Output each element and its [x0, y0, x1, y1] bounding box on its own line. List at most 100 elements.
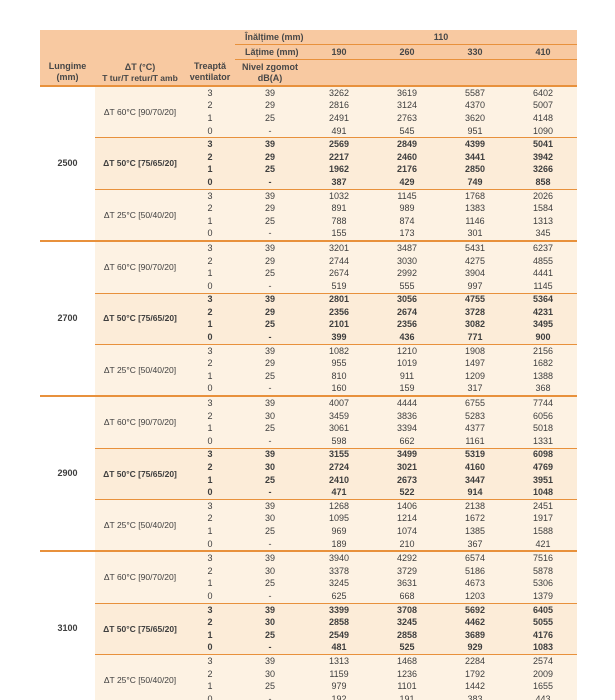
noise-level-cell: 39 [235, 498, 305, 513]
noise-level-cell: - [235, 590, 305, 604]
output-value-cell: 662 [373, 435, 441, 449]
delta-t-block-label: ΔT 50°C [75/65/20] [95, 292, 185, 345]
delta-t-block-label: ΔT 50°C [75/65/20] [95, 447, 185, 500]
fan-speed-cell: 3 [185, 550, 235, 565]
length-group-label: 2900 [40, 395, 95, 552]
output-value-cell: 545 [373, 124, 441, 138]
output-value-cell: 2460 [373, 150, 441, 164]
output-value-cell: 6405 [509, 602, 578, 617]
output-value-cell: 4231 [509, 306, 578, 319]
output-value-cell: 2410 [305, 473, 373, 487]
output-value-cell: 3942 [509, 150, 578, 164]
output-value-cell: 1082 [305, 343, 373, 358]
data-row: 1 25 810 911 1209 1388 [40, 370, 578, 383]
output-value-cell: 997 [441, 279, 509, 293]
output-value-cell: 3836 [373, 409, 441, 423]
output-value-cell: 5587 [441, 85, 509, 100]
output-value-cell: 481 [305, 641, 373, 655]
data-row: 1 25 979 1101 1442 1655 [40, 680, 578, 693]
fan-speed-cell: 3 [185, 188, 235, 203]
output-value-cell: 2491 [305, 112, 373, 125]
output-value-cell: 2674 [305, 267, 373, 280]
data-row: 2 30 3459 3836 5283 6056 [40, 409, 578, 423]
fan-speed-cell: 0 [185, 382, 235, 397]
output-value-cell: 5018 [509, 422, 578, 436]
output-value-cell: 2156 [509, 343, 578, 358]
data-row: 2 30 3378 3729 5186 5878 [40, 564, 578, 578]
output-value-cell: 1268 [305, 498, 373, 513]
output-value-cell: 5364 [509, 292, 578, 307]
output-value-cell: 625 [305, 590, 373, 604]
output-value-cell: 955 [305, 357, 373, 371]
fan-speed-cell: 2 [185, 409, 235, 423]
data-row: 0-192 191 383 443 [40, 692, 578, 700]
data-row: 2 29 2816 3124 4370 5007 [40, 99, 578, 113]
data-row: 1 25 2101 2356 3082 3495 [40, 318, 578, 332]
fan-speed-cell: 1 [185, 214, 235, 228]
noise-level-cell: 25 [235, 267, 305, 280]
data-row: 3100 ΔT 60°C [90/70/20] 3 39 3940 4292 6574 751… [40, 550, 578, 700]
delta-t-block-label: ΔT 25°C [50/40/20] [95, 188, 185, 242]
output-value-cell: 6574 [441, 550, 509, 565]
fan-speed-cell: 1 [185, 267, 235, 280]
output-value-cell: 387 [305, 176, 373, 190]
noise-level-cell: - [235, 641, 305, 655]
output-value-cell: 989 [373, 202, 441, 215]
output-value-cell: 3951 [509, 473, 578, 487]
output-value-cell: 1095 [305, 512, 373, 526]
output-value-cell: 6755 [441, 395, 509, 410]
fan-speed-cell: 2 [185, 512, 235, 526]
output-value-cell: 3499 [373, 447, 441, 462]
delta-t-block-label: ΔT 60°C [90/70/20] [95, 395, 185, 449]
output-value-cell: 1962 [305, 163, 373, 177]
noise-level-cell: 39 [235, 240, 305, 255]
header-spacer [40, 44, 235, 60]
length-group-label: 3100 [40, 550, 95, 700]
output-value-cell: 525 [373, 641, 441, 655]
noise-level-cell: 39 [235, 395, 305, 410]
output-value-cell: 749 [441, 176, 509, 190]
output-value-cell: 3904 [441, 267, 509, 280]
output-value-cell: 4673 [441, 577, 509, 591]
output-value-cell: 3631 [373, 577, 441, 591]
output-value-cell: 1792 [441, 667, 509, 681]
header-spacer [305, 59, 578, 86]
output-value-cell: 5186 [441, 564, 509, 578]
output-value-cell: 668 [373, 590, 441, 604]
fan-speed-cell: 0 [185, 590, 235, 604]
data-row: ΔT 50°C [75/65/20] 3 39 2801 3056 4755 5364 [40, 292, 578, 345]
fan-speed-cell: 0 [185, 486, 235, 500]
fan-speed-column-header-line1: Treaptă [193, 61, 226, 72]
output-value-cell: 4462 [441, 616, 509, 629]
noise-level-cell: 25 [235, 680, 305, 693]
noise-level-cell: 30 [235, 564, 305, 578]
output-value-cell: 1588 [509, 525, 578, 538]
fan-speed-cell: 0 [185, 641, 235, 655]
noise-level-cell: 39 [235, 602, 305, 617]
output-value-cell: 2574 [509, 654, 578, 668]
output-value-cell: 2101 [305, 318, 373, 332]
data-row: 2 29 2744 3030 4275 4855 [40, 254, 578, 268]
output-value-cell: 155 [305, 227, 373, 242]
fan-speed-cell: 3 [185, 343, 235, 358]
fan-speed-cell: 3 [185, 654, 235, 668]
data-row: 0-160 159 317 368 [40, 382, 578, 397]
noise-level-column-header-line1: Nivel zgomot [241, 61, 298, 72]
output-value-cell: 3061 [305, 422, 373, 436]
output-value-cell: 5283 [441, 409, 509, 423]
output-value-cell: 4148 [509, 112, 578, 125]
data-row: ΔT 25°C [50/40/20] 3 39 1268 1406 2138 2451 [40, 498, 578, 552]
noise-level-cell: 39 [235, 447, 305, 462]
output-value-cell: 969 [305, 525, 373, 538]
output-value-cell: 1313 [305, 654, 373, 668]
noise-level-cell: 25 [235, 214, 305, 228]
output-value-cell: 3620 [441, 112, 509, 125]
fan-speed-cell: 1 [185, 628, 235, 642]
output-value-cell: 4769 [509, 461, 578, 474]
output-value-cell: 1101 [373, 680, 441, 693]
data-row: 0-471 522 914 1048 [40, 486, 578, 500]
output-value-cell: 4377 [441, 422, 509, 436]
noise-level-cell: 39 [235, 137, 305, 151]
data-row: 2500 ΔT 60°C [90/70/20] 3 39 3262 3619 5587 640… [40, 84, 578, 242]
